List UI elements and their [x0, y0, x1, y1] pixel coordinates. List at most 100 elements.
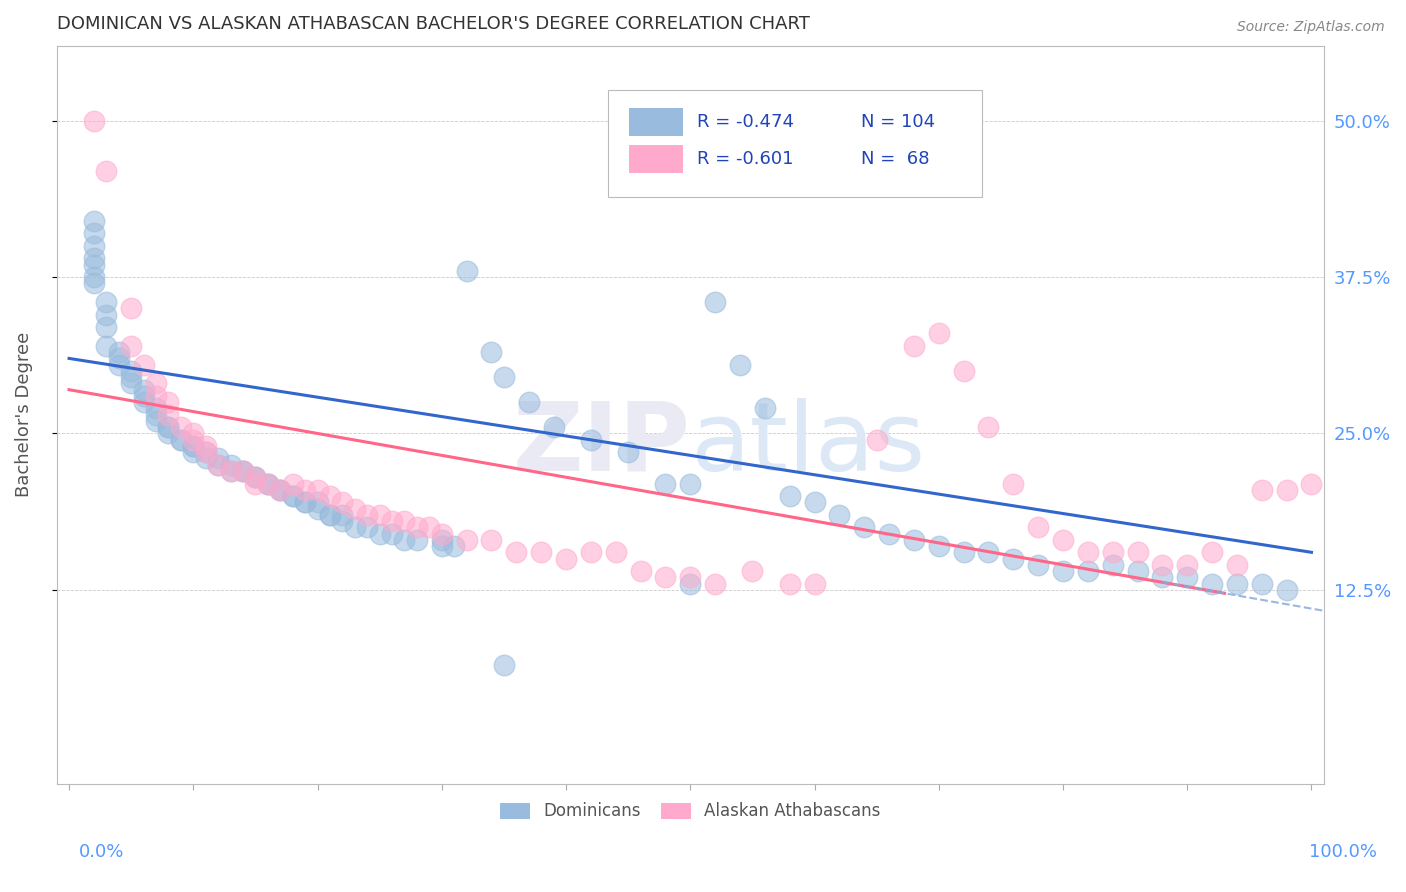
- Point: [96, 308, 118, 322]
- Point: [356, 508, 378, 522]
- Point: [865, 433, 887, 447]
- Point: [319, 489, 342, 503]
- Point: [245, 470, 267, 484]
- Point: [83, 113, 105, 128]
- Point: [952, 545, 974, 559]
- Point: [145, 408, 167, 422]
- Point: [1152, 570, 1174, 584]
- Point: [120, 301, 142, 316]
- Point: [132, 389, 155, 403]
- Point: [779, 576, 801, 591]
- Point: [704, 576, 727, 591]
- Point: [654, 476, 676, 491]
- Point: [1250, 483, 1272, 497]
- Point: [83, 252, 105, 266]
- Point: [803, 495, 825, 509]
- Point: [456, 264, 478, 278]
- Point: [492, 370, 515, 384]
- Text: 0.0%: 0.0%: [79, 843, 124, 861]
- Point: [294, 495, 316, 509]
- Point: [828, 508, 851, 522]
- Point: [120, 364, 142, 378]
- Bar: [630, 145, 683, 173]
- Point: [779, 489, 801, 503]
- Point: [728, 358, 751, 372]
- Point: [181, 439, 204, 453]
- Point: [281, 489, 304, 503]
- Point: [952, 364, 974, 378]
- Point: [481, 345, 503, 359]
- Point: [170, 433, 193, 447]
- Point: [1226, 576, 1249, 591]
- Point: [332, 495, 354, 509]
- Point: [232, 464, 254, 478]
- Point: [96, 339, 118, 353]
- Point: [281, 476, 304, 491]
- Point: [481, 533, 503, 547]
- Point: [430, 533, 453, 547]
- Point: [456, 533, 478, 547]
- Point: [170, 433, 193, 447]
- Point: [194, 445, 217, 459]
- Point: [579, 433, 602, 447]
- Point: [307, 483, 329, 497]
- Point: [679, 570, 702, 584]
- Point: [294, 483, 316, 497]
- Point: [977, 420, 1000, 434]
- Legend: Dominicans, Alaskan Athabascans: Dominicans, Alaskan Athabascans: [494, 796, 887, 827]
- Point: [1101, 545, 1123, 559]
- Point: [132, 383, 155, 397]
- Point: [741, 564, 763, 578]
- Bar: [630, 109, 683, 136]
- Point: [1101, 558, 1123, 572]
- Point: [145, 401, 167, 416]
- Point: [83, 277, 105, 291]
- Point: [356, 520, 378, 534]
- Point: [368, 508, 391, 522]
- Point: [492, 657, 515, 672]
- Point: [704, 295, 727, 310]
- Point: [207, 458, 229, 472]
- Point: [207, 458, 229, 472]
- Point: [1175, 570, 1198, 584]
- Point: [245, 476, 267, 491]
- Point: [1002, 551, 1025, 566]
- Point: [157, 408, 180, 422]
- Text: ZIP: ZIP: [512, 398, 690, 491]
- Point: [1250, 576, 1272, 591]
- Point: [132, 358, 155, 372]
- FancyBboxPatch shape: [607, 90, 981, 197]
- Point: [877, 526, 900, 541]
- Point: [219, 464, 242, 478]
- Point: [96, 320, 118, 334]
- Point: [107, 358, 129, 372]
- Point: [145, 376, 167, 391]
- Point: [269, 483, 291, 497]
- Point: [145, 389, 167, 403]
- Point: [269, 483, 291, 497]
- Point: [145, 414, 167, 428]
- Point: [368, 526, 391, 541]
- Point: [443, 539, 465, 553]
- Point: [1052, 564, 1074, 578]
- Point: [853, 520, 876, 534]
- Point: [83, 227, 105, 241]
- Point: [430, 526, 453, 541]
- Point: [1077, 564, 1099, 578]
- Text: N = 104: N = 104: [862, 113, 935, 131]
- Point: [530, 545, 553, 559]
- Point: [157, 426, 180, 441]
- Point: [232, 464, 254, 478]
- Point: [1026, 558, 1049, 572]
- Text: R = -0.474: R = -0.474: [696, 113, 793, 131]
- Point: [1201, 545, 1223, 559]
- Text: N =  68: N = 68: [862, 151, 929, 169]
- Point: [170, 420, 193, 434]
- Point: [83, 214, 105, 228]
- Point: [245, 470, 267, 484]
- Point: [343, 520, 366, 534]
- Point: [579, 545, 602, 559]
- Text: atlas: atlas: [690, 398, 925, 491]
- Point: [803, 576, 825, 591]
- Point: [319, 508, 342, 522]
